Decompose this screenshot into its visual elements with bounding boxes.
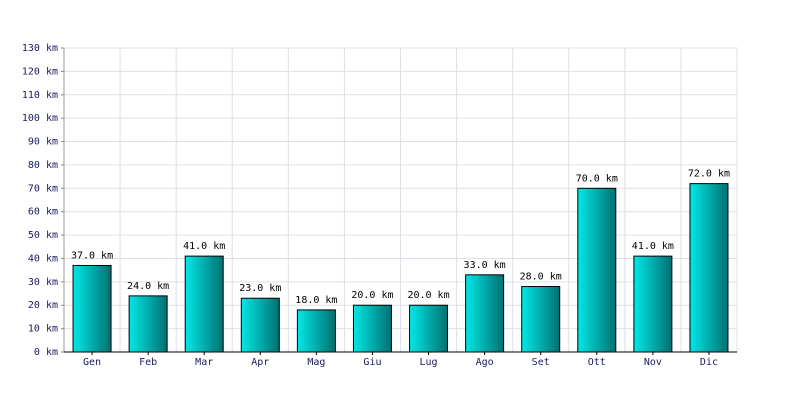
y-tick-label: 70 km [28,183,58,194]
y-tick-label: 90 km [28,137,58,148]
x-tick-label: Feb [139,357,157,368]
value-label: 37.0 km [71,250,113,261]
x-tick-label: Apr [251,357,269,368]
bar [409,304,449,353]
value-label: 33.0 km [464,260,506,271]
y-tick-label: 50 km [28,230,58,241]
y-tick-label: 100 km [22,113,58,124]
bar [240,297,280,353]
value-label: 41.0 km [183,241,225,252]
x-tick-label: Lug [420,357,438,368]
bar [296,309,336,353]
x-tick-label: Dic [700,357,718,368]
bar [633,255,673,353]
y-tick-label: 30 km [28,277,58,288]
x-tick-label: Giu [363,357,381,368]
bar [72,264,112,353]
value-label: 72.0 km [688,169,730,180]
x-tick-label: Ott [588,357,606,368]
bar [521,286,561,353]
bar [352,304,392,353]
y-tick-label: 130 km [22,43,58,54]
y-tick-label: 80 km [28,160,58,171]
value-label: 20.0 km [407,290,449,301]
x-tick-label: Nov [644,357,662,368]
x-tick-label: Mar [195,357,213,368]
value-label: 28.0 km [520,272,562,283]
bar [689,183,729,353]
bar [128,295,168,353]
bar [184,255,224,353]
y-tick-label: 40 km [28,253,58,264]
value-label: 70.0 km [576,173,618,184]
y-tick-label: 0 km [34,347,58,358]
x-tick-label: Gen [83,357,101,368]
x-tick-label: Ago [476,357,494,368]
value-label: 41.0 km [632,241,674,252]
y-tick-label: 60 km [28,207,58,218]
value-label: 23.0 km [239,283,281,294]
x-tick-label: Set [532,357,550,368]
y-tick-label: 10 km [28,324,58,335]
value-label: 20.0 km [351,290,393,301]
x-tick-label: Mag [307,357,325,368]
y-tick-label: 20 km [28,300,58,311]
bar [577,187,617,353]
value-label: 18.0 km [295,295,337,306]
y-tick-label: 120 km [22,66,58,77]
bar [465,274,505,353]
y-tick-label: 110 km [22,90,58,101]
value-label: 24.0 km [127,281,169,292]
